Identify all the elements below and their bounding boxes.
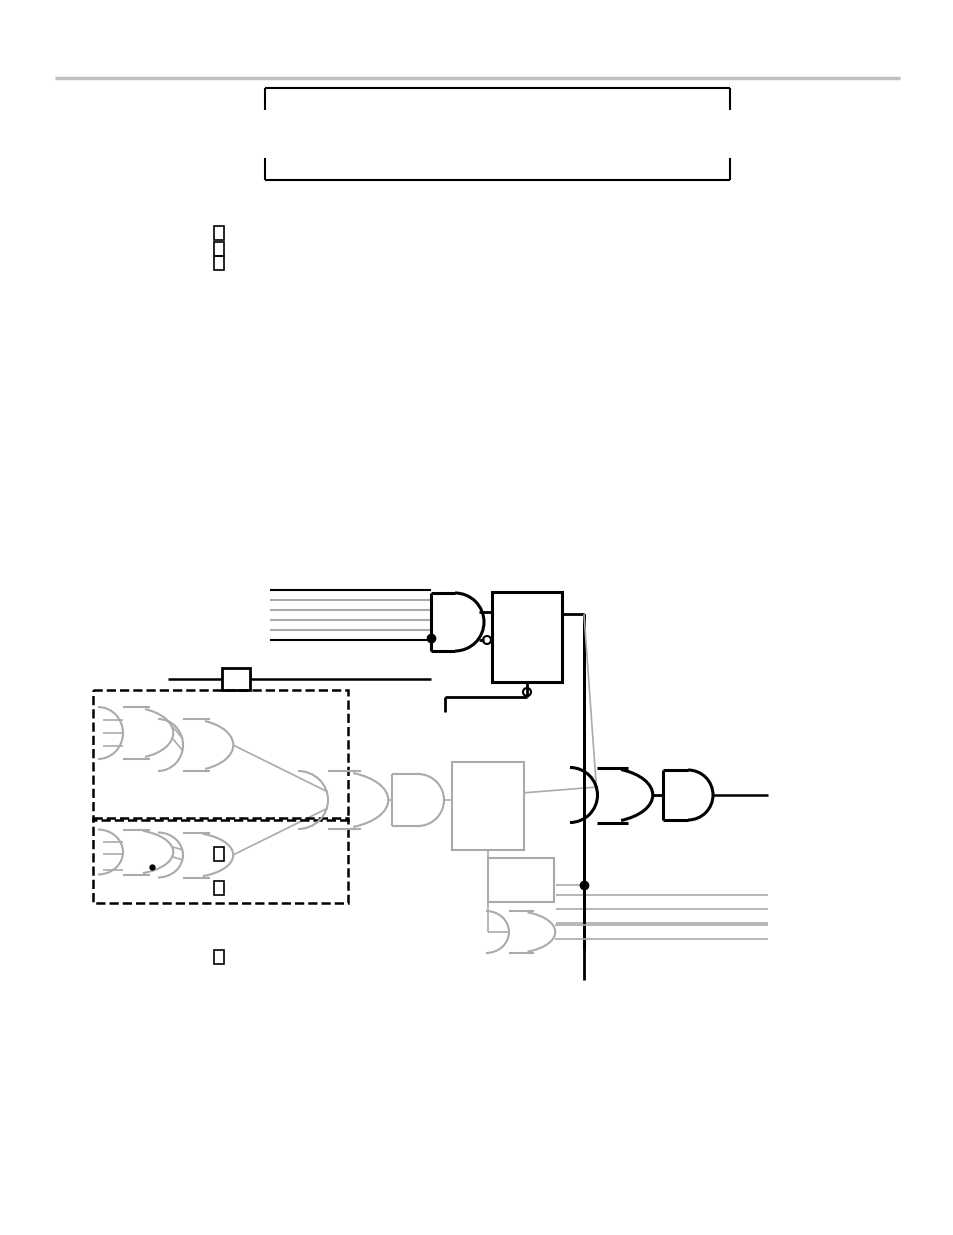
Bar xyxy=(492,592,561,682)
Bar xyxy=(92,818,348,903)
Bar xyxy=(213,226,224,240)
Bar xyxy=(452,762,523,850)
Bar xyxy=(213,242,224,256)
Bar xyxy=(213,950,224,965)
Bar xyxy=(92,690,348,820)
Bar xyxy=(213,847,224,861)
Bar xyxy=(488,858,554,902)
Bar xyxy=(213,256,224,270)
Bar xyxy=(222,668,250,690)
Bar xyxy=(213,881,224,895)
